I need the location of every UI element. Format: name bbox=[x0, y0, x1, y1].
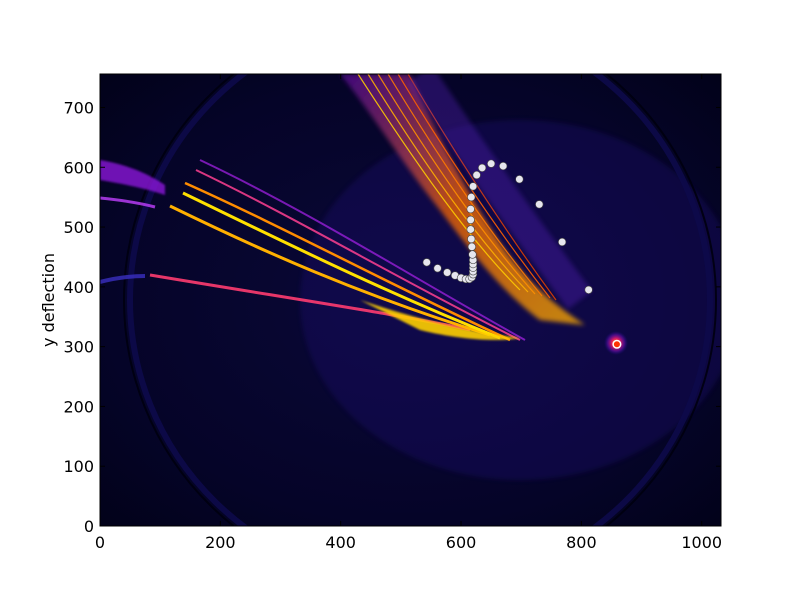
scatter-point bbox=[558, 237, 567, 247]
scatter-point bbox=[468, 250, 477, 259]
scatter-point bbox=[584, 285, 593, 294]
scatter-point bbox=[535, 200, 544, 209]
y-tick-label: 0 bbox=[84, 517, 94, 536]
aperture-rim-outer bbox=[123, 74, 717, 526]
scatter-point bbox=[487, 159, 496, 168]
y-tick-label: 300 bbox=[63, 338, 94, 357]
scatter-point bbox=[467, 242, 476, 251]
y-tick-label: 700 bbox=[63, 98, 94, 117]
x-axis: 0 200 400 600 800 1000 bbox=[95, 74, 722, 552]
scatter-point bbox=[612, 339, 622, 349]
y-tick-label: 200 bbox=[63, 397, 94, 416]
scatter-point bbox=[467, 193, 476, 202]
left-streak-2 bbox=[100, 196, 156, 209]
scatter-point bbox=[472, 170, 481, 180]
left-streak-3 bbox=[100, 274, 146, 284]
fan-halo bbox=[407, 74, 593, 309]
scatter-point bbox=[468, 182, 478, 191]
scatter-point bbox=[466, 215, 475, 224]
x-tick-label: 200 bbox=[205, 533, 236, 552]
scatter-point bbox=[467, 234, 476, 244]
scatter-point bbox=[433, 264, 442, 273]
x-tick-label: 0 bbox=[95, 533, 105, 552]
y-tick-label: 100 bbox=[63, 457, 94, 476]
aperture-rim bbox=[127, 74, 713, 526]
x-tick-label: 400 bbox=[325, 533, 356, 552]
y-tick-label: 400 bbox=[63, 278, 94, 297]
plot-frame bbox=[99, 73, 722, 527]
curved-traces bbox=[149, 159, 526, 342]
scatter-point bbox=[515, 175, 524, 184]
y-tick-label: 600 bbox=[63, 158, 94, 177]
scatter-point bbox=[466, 225, 475, 234]
y-tick-label: 500 bbox=[63, 218, 94, 237]
left-streak-1 bbox=[100, 160, 165, 195]
scatter-point bbox=[499, 161, 508, 171]
fan-region bbox=[340, 74, 585, 325]
y-axis-label: y deflection bbox=[39, 253, 58, 347]
y-axis: 0 100 200 300 400 500 600 700 bbox=[63, 98, 721, 536]
detector-image bbox=[100, 74, 721, 526]
scatter-point bbox=[478, 163, 487, 172]
x-tick-label: 800 bbox=[566, 533, 597, 552]
scatter-point bbox=[443, 268, 452, 277]
x-tick-label: 1000 bbox=[681, 533, 722, 552]
scatter-point bbox=[466, 205, 475, 214]
scatter-point bbox=[422, 258, 431, 267]
background-haze bbox=[300, 120, 721, 480]
x-tick-label: 600 bbox=[446, 533, 477, 552]
scatter-points bbox=[422, 159, 622, 349]
